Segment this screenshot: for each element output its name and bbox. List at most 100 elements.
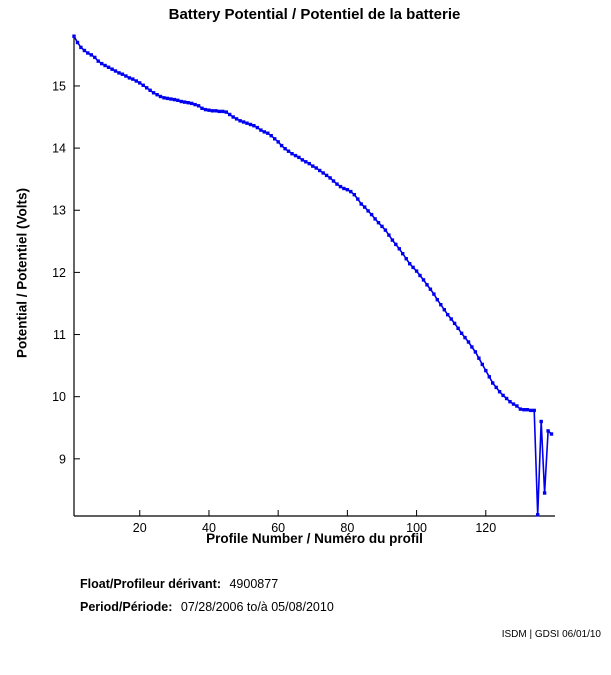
data-point-marker — [110, 67, 114, 71]
data-point-marker — [522, 408, 526, 412]
data-point-marker — [300, 158, 305, 162]
data-point-marker — [504, 396, 509, 401]
data-point-marker — [176, 98, 180, 102]
data-point-marker — [390, 238, 395, 242]
data-point-marker — [394, 242, 398, 247]
data-point-marker — [217, 109, 221, 114]
data-point-marker — [259, 128, 263, 132]
data-point-marker — [529, 408, 533, 413]
data-point-marker — [508, 400, 512, 404]
y-tick-label: 13 — [52, 204, 66, 218]
x-tick-label: 40 — [202, 521, 216, 535]
data-point-marker — [369, 212, 374, 217]
data-point-marker — [428, 287, 433, 291]
data-point-marker — [224, 110, 228, 114]
data-point-marker — [328, 176, 332, 180]
data-point-marker — [356, 197, 360, 201]
data-point-marker — [117, 71, 121, 75]
data-point-marker — [446, 313, 450, 317]
data-point-marker — [120, 72, 125, 76]
data-point-marker — [484, 368, 488, 373]
data-point-marker — [72, 34, 76, 38]
data-point-marker — [276, 140, 280, 144]
data-point-marker — [408, 262, 412, 266]
data-point-marker — [421, 278, 426, 282]
data-point-marker — [463, 335, 467, 340]
data-point-marker — [200, 106, 204, 110]
data-point-marker — [456, 326, 460, 330]
data-point-marker — [207, 108, 211, 112]
y-tick-label: 11 — [53, 328, 66, 342]
data-point-marker — [290, 152, 294, 156]
x-tick-label: 60 — [271, 521, 285, 535]
data-point-marker — [397, 247, 401, 251]
data-point-marker — [196, 104, 201, 108]
data-point-marker — [248, 122, 253, 127]
data-point-marker — [307, 161, 311, 166]
data-point-marker — [103, 63, 107, 68]
data-point-marker — [255, 125, 260, 130]
data-point-marker — [82, 48, 87, 53]
data-point-marker — [162, 96, 166, 100]
data-point-marker — [401, 252, 405, 256]
data-point-marker — [93, 55, 97, 60]
data-point-marker — [238, 119, 242, 123]
data-point-marker — [518, 407, 523, 411]
data-point-marker — [86, 51, 90, 55]
period-value: 07/28/2006 to/à 05/08/2010 — [180, 600, 334, 614]
data-point-marker — [511, 402, 516, 406]
y-axis-label: Potential / Potentiel (Volts) — [14, 187, 30, 359]
data-point-marker — [536, 513, 540, 517]
data-point-marker — [203, 107, 208, 112]
data-point-marker — [532, 408, 536, 413]
data-point-marker — [491, 381, 495, 385]
data-point-marker — [134, 79, 138, 83]
data-point-marker — [352, 193, 356, 197]
data-point-marker — [439, 303, 443, 307]
data-point-marker — [131, 77, 135, 81]
data-point-marker — [477, 356, 481, 360]
data-point-marker — [425, 283, 429, 287]
float-id-value: 4900877 — [229, 577, 279, 591]
data-point-marker — [155, 93, 159, 97]
data-point-marker — [432, 292, 436, 296]
data-point-marker — [210, 109, 215, 113]
x-tick-label: 120 — [475, 521, 496, 535]
data-point-marker — [449, 317, 453, 321]
data-point-marker — [318, 168, 322, 173]
data-point-marker — [349, 189, 353, 194]
data-point-marker — [494, 385, 498, 390]
data-point-marker — [404, 257, 408, 261]
data-point-marker — [376, 221, 381, 225]
data-point-marker — [470, 345, 474, 349]
data-point-marker — [138, 81, 142, 85]
data-point-marker — [539, 419, 543, 424]
data-point-marker — [442, 308, 446, 312]
data-point-marker — [273, 137, 277, 141]
data-polyline — [73, 35, 553, 515]
data-point-marker — [542, 491, 547, 495]
data-point-marker — [179, 99, 183, 104]
data-point-marker — [418, 273, 422, 278]
data-point-marker — [221, 109, 225, 114]
data-point-marker — [373, 217, 377, 221]
data-point-marker — [459, 331, 464, 335]
y-tick-label: 14 — [52, 142, 66, 156]
data-point-marker — [473, 350, 478, 354]
data-point-marker — [79, 45, 83, 50]
data-point-marker — [387, 233, 391, 237]
data-point-marker — [75, 40, 80, 45]
data-point-marker — [266, 131, 270, 135]
data-point-marker — [234, 117, 239, 121]
data-point-marker — [487, 375, 491, 379]
data-point-marker — [549, 432, 554, 436]
data-point-marker — [172, 97, 177, 102]
data-point-marker — [214, 109, 218, 113]
data-point-marker — [363, 205, 367, 209]
data-point-marker — [113, 69, 118, 73]
data-point-marker — [231, 115, 235, 119]
data-point-marker — [546, 429, 550, 433]
chart-title: Battery Potential / Potentiel de la batt… — [168, 6, 461, 23]
data-point-marker — [293, 153, 298, 158]
